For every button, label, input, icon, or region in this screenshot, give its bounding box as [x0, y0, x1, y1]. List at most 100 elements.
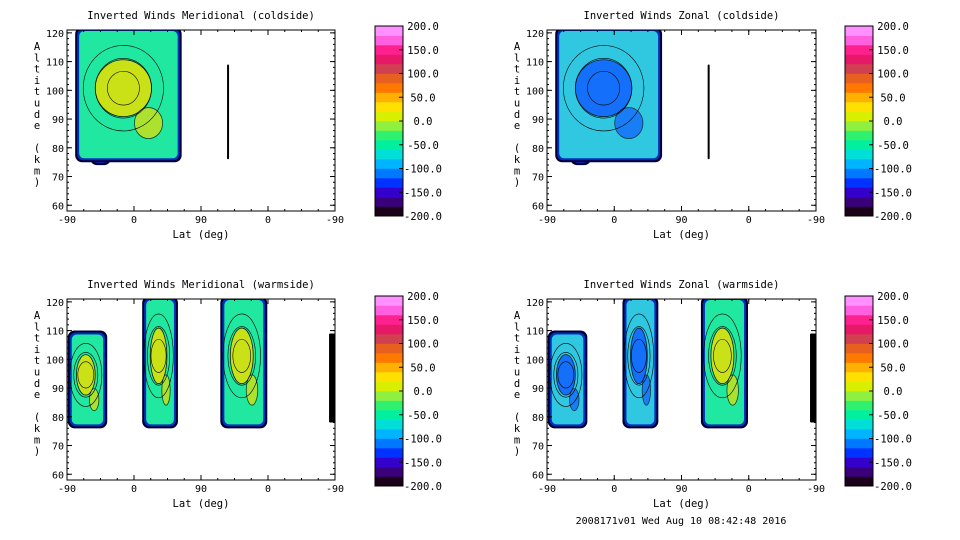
contour-line — [587, 70, 621, 106]
colorbar-label: 100.0 — [407, 69, 439, 81]
colorbar-label: -200.0 — [404, 481, 442, 493]
colorbar-label: -100.0 — [874, 164, 912, 176]
y-tick-label: 110 — [526, 327, 544, 338]
contour-line — [549, 342, 583, 407]
colorbar-swatch — [845, 400, 873, 411]
colorbar-label: -200.0 — [874, 481, 912, 493]
colorbar-label: 100.0 — [407, 339, 439, 351]
colorbar-swatch — [375, 92, 403, 103]
contour-line — [575, 58, 633, 119]
y-tick-label: 70 — [52, 173, 64, 184]
colorbar-label: 200.0 — [407, 21, 439, 33]
y-tick-label: 60 — [532, 470, 544, 481]
colorbar: 200.0 150.0 100.0 50.0 0.0 -50.0 -100.0 -150.0 -… — [844, 21, 912, 223]
contour-blob — [245, 374, 259, 406]
colorbar-swatch — [375, 102, 403, 112]
y-tick-label: 100 — [46, 355, 64, 366]
footer-timestamp: 2008171v01 Wed Aug 10 08:42:48 2016 — [576, 516, 787, 527]
colorbar-swatch — [375, 45, 403, 55]
colorbar-swatch — [375, 391, 403, 401]
contour-blob — [94, 59, 152, 118]
x-tick-label: -90 — [58, 484, 76, 495]
contour-line — [708, 326, 737, 386]
colorbar-swatch — [375, 73, 403, 84]
contour-line — [107, 70, 140, 106]
colorbar-label: 0.0 — [414, 386, 433, 398]
contour-blob — [161, 374, 171, 406]
x-tick-label: 0 — [131, 215, 137, 226]
colorbar-swatch — [845, 73, 873, 84]
contour-line — [227, 326, 256, 386]
colorbar-label: 0.0 — [884, 116, 903, 128]
colorbar-swatch — [845, 315, 873, 325]
colorbar-swatch — [845, 334, 873, 344]
x-tick-label: -90 — [538, 484, 556, 495]
colorbar-swatch — [375, 467, 403, 477]
colorbar-swatch — [375, 121, 403, 131]
contour-line — [222, 313, 261, 399]
colorbar-swatch — [375, 64, 403, 74]
colorbar-swatch — [375, 315, 403, 325]
y-tick-label: 100 — [46, 86, 64, 97]
colorbar-label: 0.0 — [884, 386, 903, 398]
contour-line — [713, 338, 732, 373]
y-tick-label: 80 — [532, 144, 544, 155]
colorbar-swatch — [375, 400, 403, 411]
chart-title: Inverted Winds Zonal (warmside) — [584, 279, 780, 291]
data-region — [622, 299, 659, 429]
y-tick-label: 70 — [532, 173, 544, 184]
colorbar-swatch — [375, 410, 403, 420]
colorbar-label: -100.0 — [404, 164, 442, 176]
colorbar-swatch — [845, 343, 873, 354]
y-tick-label: 90 — [532, 384, 544, 395]
y-tick-label: 90 — [52, 384, 64, 395]
chart-title: Inverted Winds Meridional (coldside) — [87, 10, 315, 22]
x-tick-label: -90 — [807, 484, 825, 495]
y-tick-label: 60 — [532, 201, 544, 212]
data-region — [67, 330, 108, 429]
y-tick-label: 70 — [52, 442, 64, 453]
colorbar-swatch — [845, 149, 873, 160]
colorbar-swatch — [845, 130, 873, 141]
x-tick-label: -90 — [807, 215, 825, 226]
colorbar-swatch — [375, 187, 403, 198]
y-tick-label: 110 — [46, 58, 64, 69]
data-region-edge — [707, 64, 710, 160]
colorbar-swatch — [845, 64, 873, 74]
colorbar-label: -50.0 — [877, 140, 909, 152]
colorbar-swatch — [845, 391, 873, 401]
contour-blob — [229, 327, 254, 385]
colorbar-swatch — [845, 140, 873, 150]
colorbar-swatch — [375, 448, 403, 458]
colorbar-swatch — [375, 178, 403, 188]
x-tick-label: 90 — [195, 215, 207, 226]
contour-blob — [641, 374, 651, 406]
chart-title: Inverted Winds Meridional (warmside) — [87, 279, 315, 291]
colorbar-swatch — [845, 197, 873, 207]
colorbar-swatch — [845, 419, 873, 430]
y-tick-label: 100 — [526, 86, 544, 97]
plot-area — [547, 299, 816, 429]
contour-line — [631, 338, 647, 373]
colorbar-swatch — [845, 45, 873, 55]
colorbar-swatch — [845, 372, 873, 382]
colorbar-label: -150.0 — [874, 187, 912, 199]
chart-title: Inverted Winds Zonal (coldside) — [584, 10, 780, 22]
y-tick-label: 120 — [526, 29, 544, 40]
contour-line — [150, 338, 167, 373]
x-tick-label: 0 — [611, 484, 617, 495]
colorbar-swatch — [845, 206, 873, 217]
colorbar-swatch — [845, 168, 873, 179]
x-axis-label: Lat (deg) — [173, 498, 230, 510]
colorbar-swatch — [375, 457, 403, 468]
x-tick-label: 0 — [611, 215, 617, 226]
data-region-edge — [227, 64, 230, 160]
colorbar-label: 100.0 — [877, 69, 909, 81]
colorbar-label: 150.0 — [407, 315, 439, 327]
contour-line — [232, 338, 251, 373]
x-tick-label: -90 — [326, 484, 344, 495]
